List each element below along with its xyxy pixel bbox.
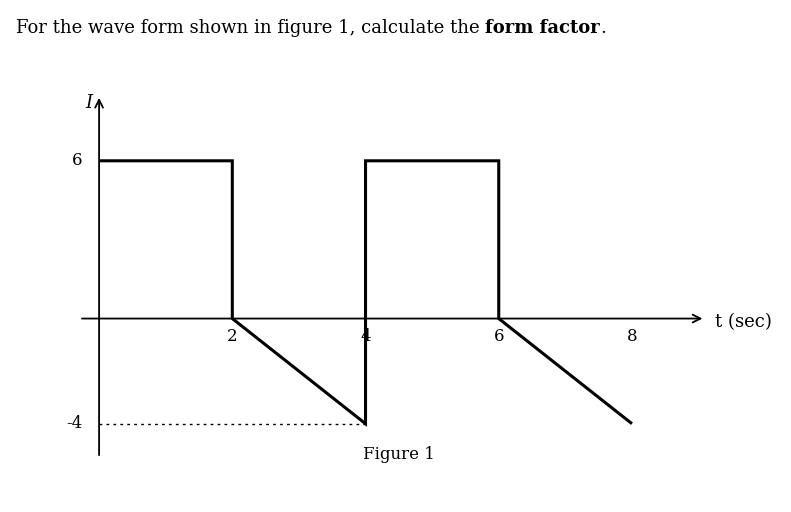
Text: form factor: form factor [485,18,600,37]
Text: .: . [600,18,606,37]
Text: 8: 8 [626,328,638,345]
Text: 6: 6 [494,328,504,345]
Text: I: I [85,94,93,112]
Text: t (sec): t (sec) [715,313,772,331]
Text: For the wave form shown in figure 1, calculate the: For the wave form shown in figure 1, cal… [16,18,485,37]
Text: 2: 2 [227,328,237,345]
Text: Figure 1: Figure 1 [363,446,435,463]
Text: 4: 4 [360,328,371,345]
Text: 6: 6 [72,152,82,169]
Text: -4: -4 [66,415,82,432]
